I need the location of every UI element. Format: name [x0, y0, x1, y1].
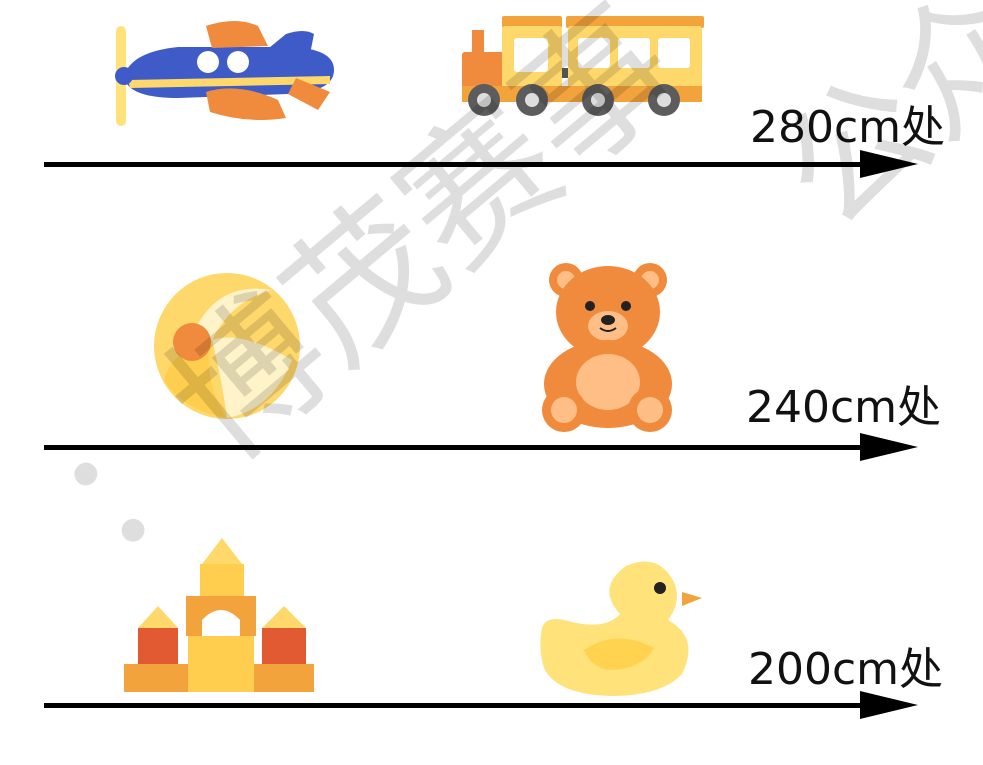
distance-line-280: [44, 162, 864, 167]
distance-line-200: [44, 703, 864, 708]
airplane-icon: [115, 21, 334, 126]
arrow-right-icon: [860, 691, 918, 719]
beach-ball-icon: [154, 273, 300, 419]
teddy-bear-icon: [542, 263, 672, 432]
rubber-duck-icon: [540, 561, 702, 696]
distance-label-240: 240cm处: [746, 382, 942, 433]
distance-label-200: 200cm处: [748, 644, 944, 695]
arrow-right-icon: [860, 150, 918, 178]
train-icon: [462, 16, 704, 116]
building-blocks-icon: [124, 538, 314, 692]
arrow-right-icon: [860, 433, 918, 461]
distance-line-240: [44, 445, 864, 450]
distance-label-280: 280cm处: [750, 102, 946, 153]
